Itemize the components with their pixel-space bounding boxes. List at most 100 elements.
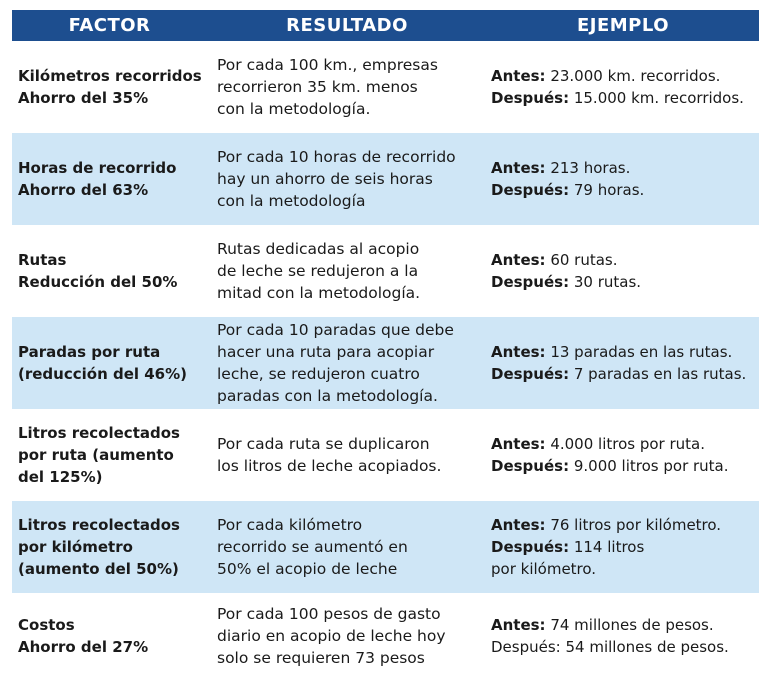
table-row: Litros recolectados por kilómetro (aumen… [12, 501, 759, 593]
factor-line: Ahorro del 27% [18, 638, 149, 656]
antes-line: Antes: 13 paradas en las rutas. [491, 341, 759, 363]
resultado-line: mitad con la metodología. [217, 284, 421, 302]
factor-cell: Kilómetros recorridos Ahorro del 35% [12, 41, 207, 133]
resultado-line: con la metodología [217, 192, 366, 210]
despues-line: Después: 15.000 km. recorridos. [491, 87, 759, 109]
ejemplo-cell: Antes: 4.000 litros por ruta. Después: 9… [487, 409, 759, 501]
antes-label: Antes: [491, 616, 546, 634]
ejemplo-cell: Antes: 60 rutas. Después: 30 rutas. [487, 225, 759, 317]
antes-label: Antes: [491, 343, 546, 361]
table-row: Costos Ahorro del 27% Por cada 100 pesos… [12, 593, 759, 679]
antes-line: Antes: 76 litros por kilómetro. [491, 514, 759, 536]
resultado-cell: Rutas dedicadas al acopio de leche se re… [207, 225, 487, 317]
resultado-line: recorrieron 35 km. menos [217, 78, 418, 96]
despues-label: Después: [491, 273, 570, 291]
antes-line: Antes: 23.000 km. recorridos. [491, 65, 759, 87]
factor-cell: Costos Ahorro del 27% [12, 593, 207, 679]
resultado-line: Por cada ruta se duplicaron [217, 435, 430, 453]
factor-line: Paradas por ruta [18, 343, 161, 361]
despues-line: Después: 30 rutas. [491, 271, 759, 293]
resultado-line: hay un ahorro de seis horas [217, 170, 433, 188]
despues-line: Después: 79 horas. [491, 179, 759, 201]
ejemplo-cell: Antes: 76 litros por kilómetro. Después:… [487, 501, 759, 593]
resultado-cell: Por cada ruta se duplicaron los litros d… [207, 409, 487, 501]
factor-line: Litros recolectados [18, 424, 180, 442]
table-row: Rutas Reducción del 50% Rutas dedicadas … [12, 225, 759, 317]
factor-line: del 125%) [18, 468, 103, 486]
resultado-cell: Por cada 10 horas de recorrido hay un ah… [207, 133, 487, 225]
table-row: Paradas por ruta (reducción del 46%) Por… [12, 317, 759, 409]
factor-cell: Paradas por ruta (reducción del 46%) [12, 317, 207, 409]
resultado-line: Rutas dedicadas al acopio [217, 240, 420, 258]
resultado-line: los litros de leche acopiados. [217, 457, 442, 475]
resultado-line: solo se requieren 73 pesos [217, 649, 425, 667]
antes-line: Antes: 60 rutas. [491, 249, 759, 271]
header-ejemplo: EJEMPLO [576, 15, 670, 36]
despues-label: Después: [491, 365, 570, 383]
despues-value: 79 horas. [569, 181, 645, 199]
antes-line: Antes: 74 millones de pesos. [491, 614, 759, 636]
antes-value: 213 horas. [545, 159, 631, 177]
resultado-line: Por cada 10 horas de recorrido [217, 148, 456, 166]
factor-line: Rutas [18, 251, 67, 269]
despues-line: Después: 54 millones de pesos. [491, 636, 759, 658]
despues-value: 15.000 km. recorridos. [569, 89, 744, 107]
despues-value: Después: 54 millones de pesos. [491, 638, 729, 656]
antes-line: Antes: 4.000 litros por ruta. [491, 433, 759, 455]
factor-cell: Horas de recorrido Ahorro del 63% [12, 133, 207, 225]
resultado-line: leche, se redujeron cuatro [217, 365, 420, 383]
table-header-row: FACTOR RESULTADO EJEMPLO [12, 10, 759, 41]
antes-value: 23.000 km. recorridos. [545, 67, 721, 85]
resultado-line: recorrido se aumentó en [217, 538, 408, 556]
resultado-line: diario en acopio de leche hoy [217, 627, 446, 645]
header-resultado: RESULTADO [286, 15, 408, 36]
table-row: Litros recolectados por ruta (aumento de… [12, 409, 759, 501]
table-row: Kilómetros recorridos Ahorro del 35% Por… [12, 41, 759, 133]
factor-line: por kilómetro [18, 538, 133, 556]
antes-value: 76 litros por kilómetro. [545, 516, 722, 534]
despues-label: Después: [491, 457, 570, 475]
factor-line: Ahorro del 35% [18, 89, 149, 107]
despues-label: Después: [491, 89, 570, 107]
factor-line: Horas de recorrido [18, 159, 177, 177]
factor-line: Reducción del 50% [18, 273, 178, 291]
despues-line: Después: 114 litros [491, 536, 759, 558]
despues-line: Después: 7 paradas en las rutas. [491, 363, 759, 385]
factor-cell: Rutas Reducción del 50% [12, 225, 207, 317]
antes-line: Antes: 213 horas. [491, 157, 759, 179]
antes-value: 74 millones de pesos. [545, 616, 714, 634]
factor-line: por ruta (aumento [18, 446, 174, 464]
resultado-cell: Por cada 100 pesos de gasto diario en ac… [207, 593, 487, 679]
resultado-cell: Por cada kilómetro recorrido se aumentó … [207, 501, 487, 593]
antes-label: Antes: [491, 516, 546, 534]
ejemplo-cell: Antes: 23.000 km. recorridos. Después: 1… [487, 41, 759, 133]
despues-line-continued: por kilómetro. [491, 560, 597, 578]
antes-value: 60 rutas. [545, 251, 618, 269]
factor-line: (reducción del 46%) [18, 365, 188, 383]
header-factor: FACTOR [68, 15, 151, 36]
despues-label: Después: [491, 538, 570, 556]
antes-value: 4.000 litros por ruta. [545, 435, 706, 453]
factor-cell: Litros recolectados por kilómetro (aumen… [12, 501, 207, 593]
resultado-line: de leche se redujeron a la [217, 262, 419, 280]
despues-value: 30 rutas. [569, 273, 642, 291]
antes-label: Antes: [491, 251, 546, 269]
ejemplo-cell: Antes: 213 horas. Después: 79 horas. [487, 133, 759, 225]
factor-cell: Litros recolectados por ruta (aumento de… [12, 409, 207, 501]
resultado-line: Por cada 100 km., empresas [217, 56, 438, 74]
resultado-cell: Por cada 10 paradas que debe hacer una r… [207, 317, 487, 409]
factor-line: Litros recolectados [18, 516, 180, 534]
resultado-line: con la metodología. [217, 100, 371, 118]
resultado-line: paradas con la metodología. [217, 387, 438, 405]
resultado-line: 50% el acopio de leche [217, 560, 398, 578]
factor-line: Costos [18, 616, 75, 634]
antes-label: Antes: [491, 67, 546, 85]
resultado-line: Por cada 100 pesos de gasto [217, 605, 441, 623]
resultado-line: hacer una ruta para acopiar [217, 343, 435, 361]
ejemplo-cell: Antes: 74 millones de pesos. Después: 54… [487, 593, 759, 679]
despues-value: 114 litros [569, 538, 645, 556]
factor-line: Kilómetros recorridos [18, 67, 202, 85]
antes-label: Antes: [491, 159, 546, 177]
resultado-line: Por cada 10 paradas que debe [217, 321, 454, 339]
